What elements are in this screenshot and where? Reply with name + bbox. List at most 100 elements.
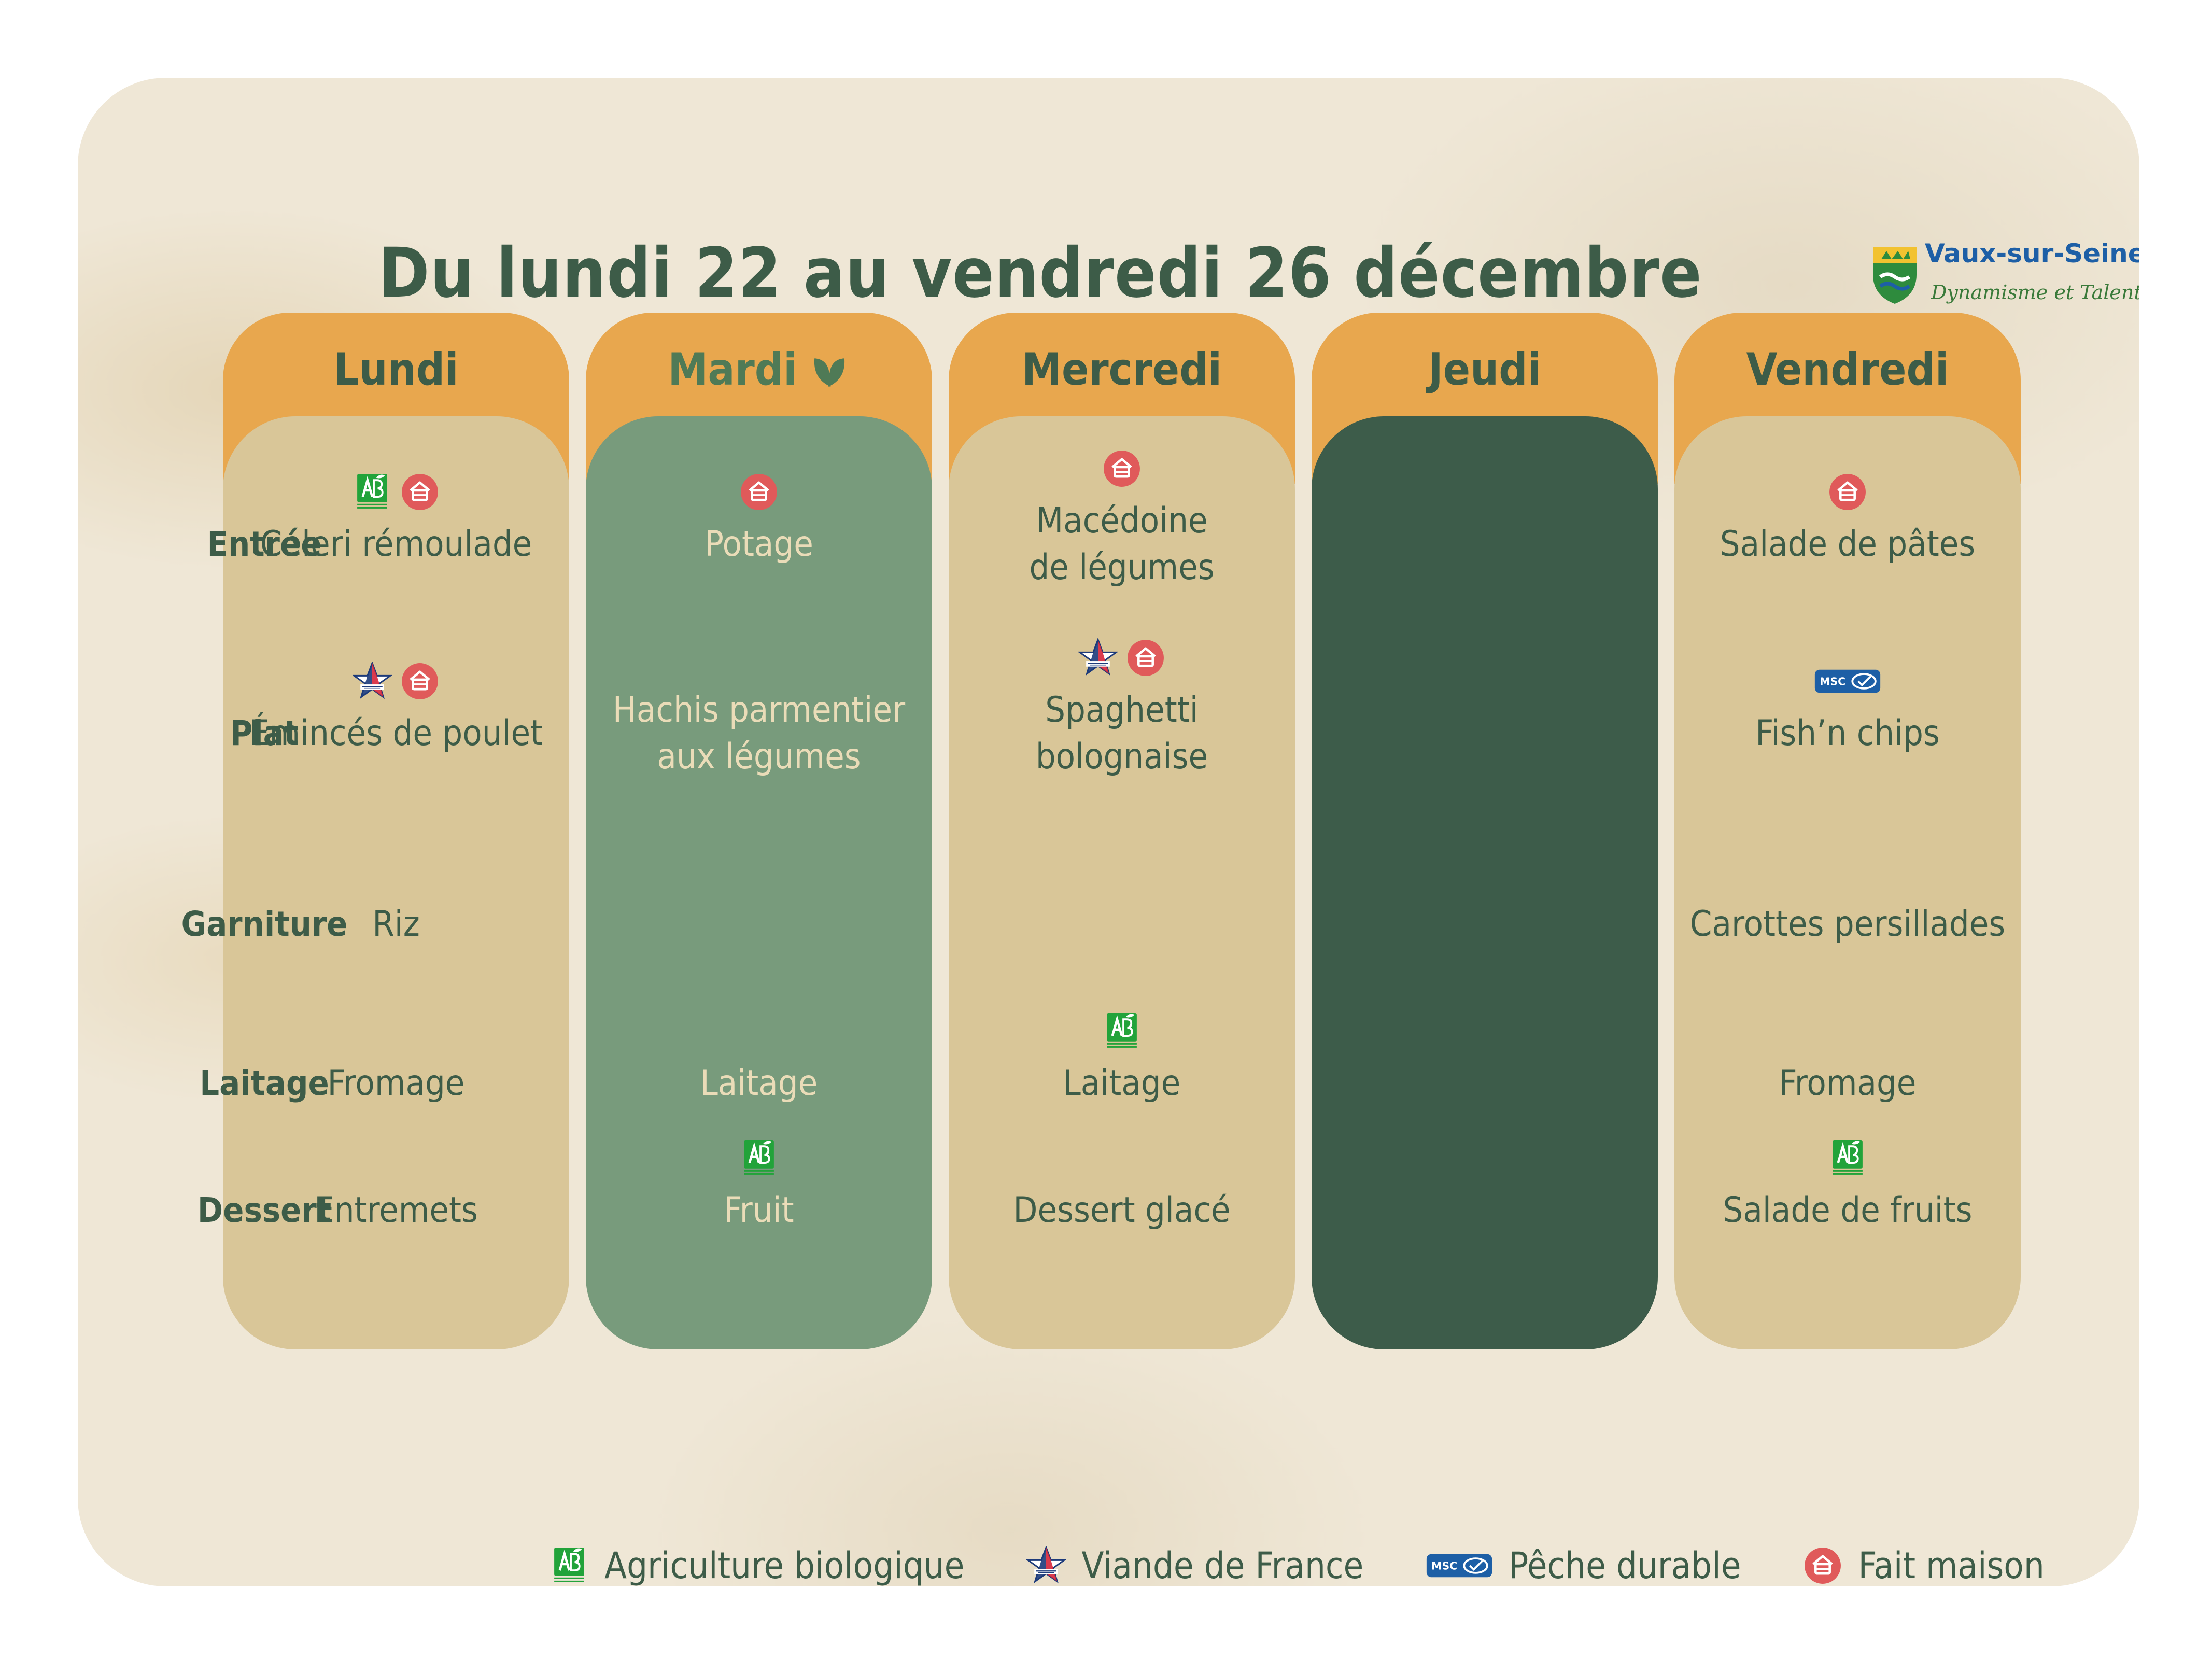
dish-line: Carottes persillades bbox=[1689, 904, 2006, 945]
dish-badges: MSC bbox=[1674, 659, 2021, 703]
dish-line: Potage bbox=[705, 524, 813, 565]
day-column-mercredi: Mercredi Macédoine de légumes Spaghetti bol… bbox=[949, 313, 1295, 1349]
svg-text:MSC: MSC bbox=[1431, 1559, 1457, 1572]
dish-entree: Salade de pâtes bbox=[1674, 521, 2021, 568]
row-label-entree: Entrée bbox=[207, 524, 322, 564]
dish-line: Fromage bbox=[327, 1063, 465, 1104]
day-name: Jeudi bbox=[1428, 344, 1542, 396]
dish-laitage: Fromage bbox=[1674, 1060, 2021, 1107]
organic-ab-icon bbox=[357, 474, 387, 509]
viande-de-france-icon bbox=[1026, 1546, 1066, 1584]
day-body bbox=[223, 416, 569, 1349]
msc-fish-icon: MSC bbox=[1814, 669, 1881, 693]
town-crest-icon bbox=[1873, 247, 1917, 304]
fait-maison-icon bbox=[1128, 640, 1164, 676]
leaf-icon bbox=[814, 358, 844, 387]
dish-line: Laitage bbox=[700, 1063, 818, 1104]
day-body bbox=[949, 416, 1295, 1349]
organic-ab-icon bbox=[744, 1140, 774, 1175]
day-name: Vendredi bbox=[1746, 344, 1949, 396]
dish-badges bbox=[586, 470, 932, 514]
day-label: Vendredi bbox=[1674, 344, 2021, 396]
legend-item-msc: MSC Pêche durable bbox=[1426, 1544, 1741, 1586]
legend-item-maison: Fait maison bbox=[1803, 1544, 2045, 1586]
dish-plat: Hachis parmentier aux légumes bbox=[586, 687, 932, 780]
day-name: Mercredi bbox=[1021, 344, 1222, 396]
day-label: Mardi bbox=[586, 344, 932, 396]
dish-laitage: Laitage bbox=[586, 1060, 932, 1107]
day-label: Mercredi bbox=[949, 344, 1295, 396]
dish-line: Salade de fruits bbox=[1723, 1190, 1973, 1231]
dish-plat: Fish’n chips bbox=[1674, 710, 2021, 757]
row-label-plat: Plat bbox=[230, 713, 299, 753]
dish-line: aux légumes bbox=[657, 736, 861, 777]
dish-line: Hachis parmentier bbox=[612, 690, 906, 730]
dish-line: Laitage bbox=[1063, 1063, 1181, 1104]
dish-line: Céleri rémoulade bbox=[260, 524, 532, 565]
fait-maison-icon bbox=[1829, 474, 1866, 510]
dish-line: bolognaise bbox=[1035, 736, 1208, 777]
legend-item-vf: Viande de France bbox=[1026, 1544, 1363, 1586]
legend-label: Agriculture biologique bbox=[604, 1544, 965, 1586]
organic-ab-icon bbox=[1833, 1140, 1863, 1175]
viande-de-france-icon bbox=[353, 662, 392, 699]
town-tagline: Dynamisme et Talents bbox=[1931, 281, 2139, 304]
page-title: Du lundi 22 au vendredi 26 décembre bbox=[378, 233, 1702, 313]
day-body bbox=[1312, 416, 1658, 1349]
dish-plat: Spaghetti bolognaise bbox=[949, 687, 1295, 780]
day-column-vendredi: Vendredi Salade de pâtes Fish’n chips MSC… bbox=[1674, 313, 2021, 1349]
day-column-lundi: Lundi Céleri rémoulade Émincés de poulet … bbox=[223, 313, 569, 1349]
organic-ab-icon bbox=[554, 1548, 584, 1582]
dish-badges bbox=[949, 1009, 1295, 1053]
organic-ab-icon bbox=[1107, 1013, 1137, 1048]
day-label: Lundi bbox=[223, 344, 569, 396]
dish-line: Émincés de poulet bbox=[249, 713, 543, 754]
dish-badges bbox=[949, 447, 1295, 490]
svg-text:MSC: MSC bbox=[1820, 675, 1845, 687]
dish-entree: Macédoine de légumes bbox=[949, 498, 1295, 591]
fait-maison-icon bbox=[402, 474, 438, 510]
town-logo: Vaux-sur-Seine Dynamisme et Talents bbox=[1869, 238, 2139, 316]
day-label: Jeudi bbox=[1312, 344, 1658, 396]
msc-fish-icon: MSC bbox=[1427, 1554, 1492, 1578]
dish-badges bbox=[1674, 470, 2021, 514]
dish-line: de légumes bbox=[1029, 547, 1215, 588]
dish-line: Fromage bbox=[1779, 1063, 1917, 1104]
dish-line: Riz bbox=[372, 904, 420, 945]
menu-card: Du lundi 22 au vendredi 26 décembre Vaux… bbox=[78, 78, 2139, 1586]
dish-laitage: Laitage bbox=[949, 1060, 1295, 1107]
town-name: Vaux-sur-Seine bbox=[1925, 238, 2139, 269]
dish-line: Entremets bbox=[314, 1190, 478, 1231]
dish-line: Spaghetti bbox=[1045, 690, 1199, 730]
dish-entree: Céleri rémoulade bbox=[223, 521, 569, 568]
dish-badges bbox=[223, 659, 569, 703]
day-column-jeudi: Jeudi bbox=[1312, 313, 1658, 1349]
day-name: Mardi bbox=[668, 344, 797, 396]
fait-maison-icon bbox=[741, 474, 777, 510]
day-column-mardi: Mardi Potage Hachis parmentier aux légume… bbox=[586, 313, 932, 1349]
dish-line: Dessert glacé bbox=[1013, 1190, 1231, 1231]
dish-line: Salade de pâtes bbox=[1720, 524, 1976, 565]
row-label-dessert: Dessert bbox=[197, 1190, 332, 1230]
legend-item-ab: Agriculture biologique bbox=[550, 1544, 964, 1586]
dish-badges bbox=[1674, 1136, 2021, 1180]
fait-maison-icon bbox=[402, 663, 438, 699]
dish-dessert: Salade de fruits bbox=[1674, 1187, 2021, 1234]
legend-label: Pêche durable bbox=[1509, 1544, 1741, 1586]
dish-badges bbox=[223, 470, 569, 514]
dish-entree: Potage bbox=[586, 521, 932, 568]
dish-garniture: Riz bbox=[223, 901, 569, 948]
day-name: Lundi bbox=[333, 344, 459, 396]
dish-dessert: Fruit bbox=[586, 1187, 932, 1234]
row-label-garniture: Garniture bbox=[181, 904, 348, 944]
fait-maison-icon bbox=[1104, 451, 1140, 487]
dish-dessert: Dessert glacé bbox=[949, 1187, 1295, 1234]
dish-badges bbox=[949, 636, 1295, 680]
row-label-laitage: Laitage bbox=[200, 1063, 329, 1103]
dish-line: Macédoine bbox=[1036, 500, 1208, 541]
day-body bbox=[586, 416, 932, 1349]
dish-laitage: Fromage bbox=[223, 1060, 569, 1107]
legend-label: Viande de France bbox=[1081, 1544, 1364, 1586]
legend: Agriculture biologique Viande de France … bbox=[550, 1540, 2107, 1586]
dish-line: Fruit bbox=[724, 1190, 794, 1231]
